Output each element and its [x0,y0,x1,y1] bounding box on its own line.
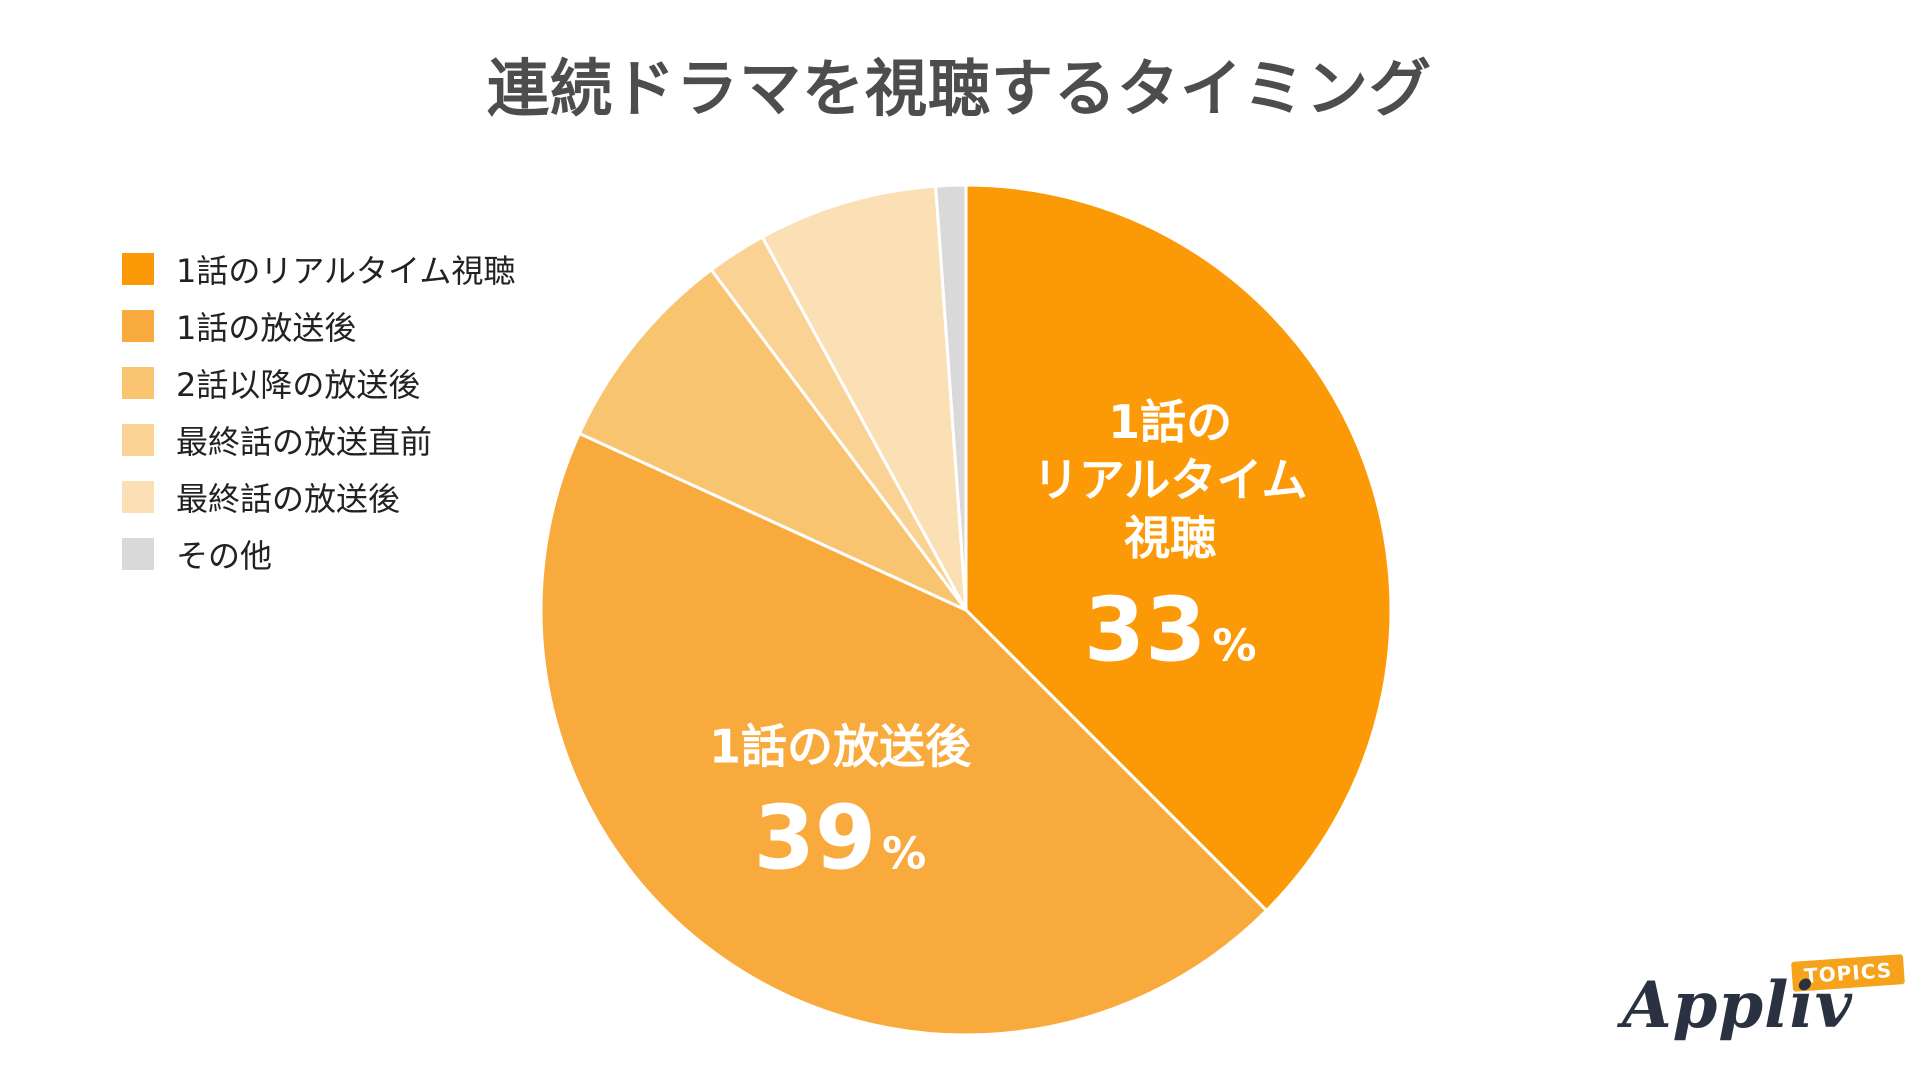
legend-label: 最終話の放送後 [176,479,401,518]
legend: 1話のリアルタイム視聴 1話の放送後 2話以降の放送後 最終話の放送直前 最終話の放送後… [122,240,515,582]
pie-slice [577,267,968,612]
slice-value-label: 33% [1084,579,1257,682]
pie-slice [539,431,1269,1037]
legend-swatch [122,309,154,342]
legend-item: 1話の放送後 [122,297,515,354]
slice-value-label: 39% [754,787,927,890]
pie-slice [760,184,968,611]
chart-title: 連続ドラマを視聴するタイミング [486,52,1432,125]
legend-label: 2話以降の放送後 [176,365,421,404]
legend-item: 最終話の放送直前 [122,411,515,468]
pie-slice [934,183,968,611]
legend-swatch [122,252,154,285]
legend-label: 1話のリアルタイム視聴 [176,251,516,290]
legend-label: 1話の放送後 [176,308,357,347]
legend-item: 1話のリアルタイム視聴 [122,240,515,297]
pie-slice [964,183,1393,913]
legend-label: その他 [176,536,273,575]
slice-label-text: 1話の放送後 [709,719,972,773]
legend-item: その他 [122,525,515,582]
slice-label-text: 1話の [1108,395,1232,449]
legend-swatch [122,423,154,456]
brand-logo: TOPICS Appliv [1620,950,1906,1060]
legend-swatch [122,537,154,570]
legend-item: 2話以降の放送後 [122,354,515,411]
legend-swatch [122,480,154,513]
legend-label: 最終話の放送直前 [176,422,433,461]
legend-swatch [122,366,154,399]
brand-name: Appliv [1622,968,1853,1043]
legend-item: 最終話の放送後 [122,468,515,525]
slice-label-text: リアルタイム [1033,453,1308,507]
slice-label-text: 視聴 [1124,511,1216,565]
